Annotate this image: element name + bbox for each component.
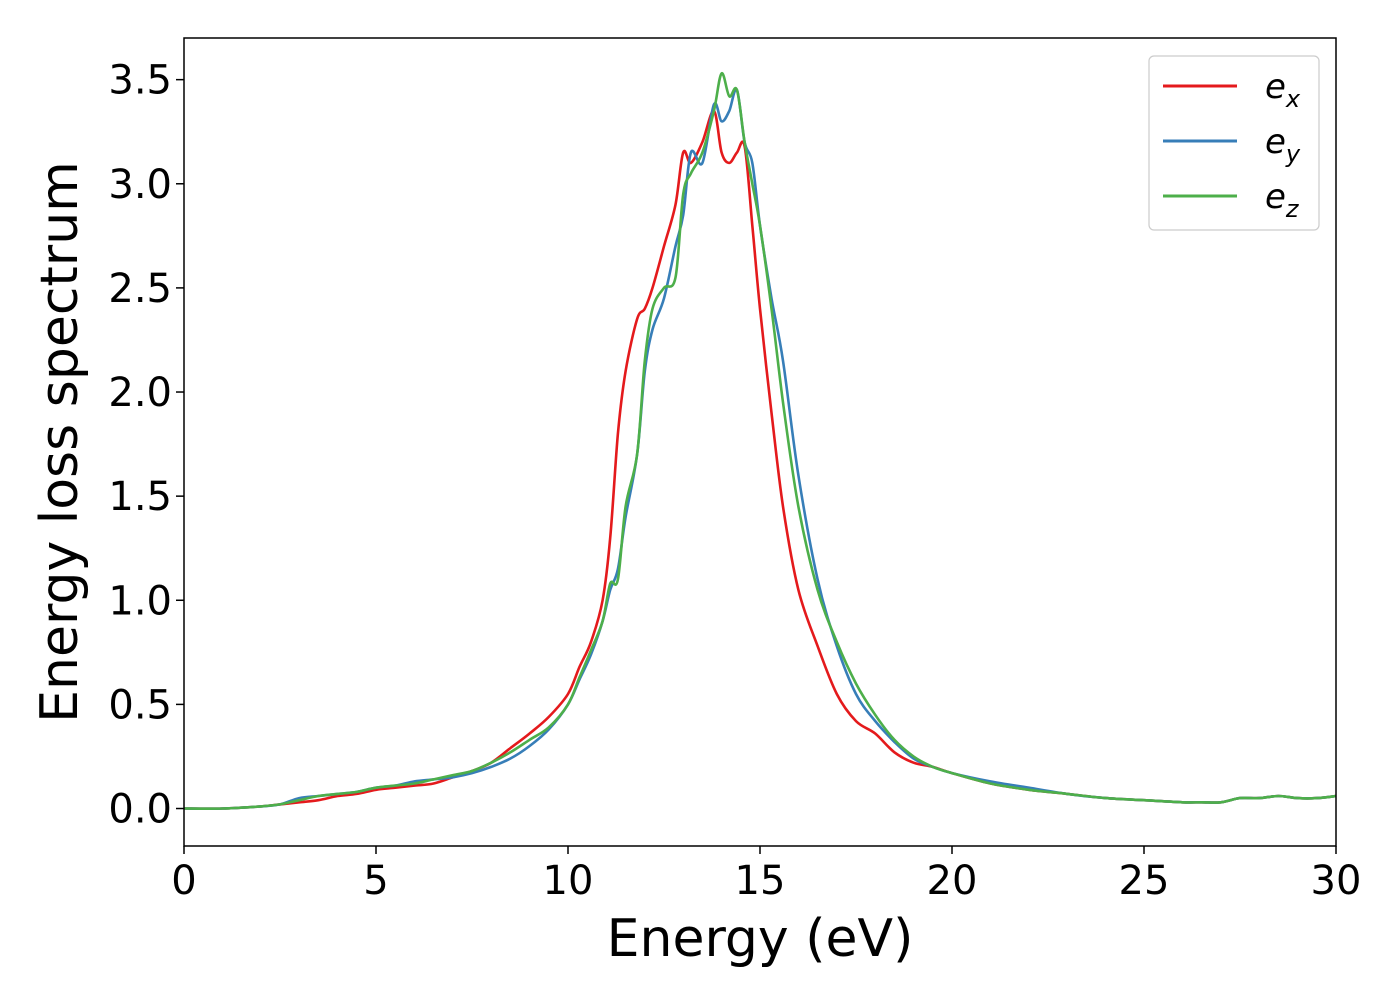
legend: ex ey ez bbox=[1148, 55, 1320, 231]
y-axis-label: Energy loss spectrum bbox=[30, 161, 90, 723]
x-tick-label: 10 bbox=[543, 858, 594, 904]
y-tick-label: 0.0 bbox=[108, 787, 172, 833]
y-tick-label: 1.0 bbox=[108, 578, 172, 624]
legend-box bbox=[1148, 55, 1320, 231]
x-tick-label: 5 bbox=[363, 858, 388, 904]
x-axis: 0 5 10 15 20 25 30 bbox=[171, 846, 1361, 904]
y-tick-label: 0.5 bbox=[108, 682, 172, 728]
legend-label-ex: ex bbox=[1265, 67, 1301, 113]
y-tick-label: 1.5 bbox=[108, 474, 172, 520]
series-line-ez bbox=[184, 72, 1336, 810]
legend-label-ez: ez bbox=[1265, 177, 1300, 223]
y-axis: 0.0 0.5 1.0 1.5 2.0 2.5 3.0 3.5 bbox=[108, 58, 184, 833]
y-tick-label: 2.5 bbox=[108, 266, 172, 312]
legend-label-ey: ey bbox=[1265, 122, 1301, 168]
x-tick-label: 30 bbox=[1311, 858, 1362, 904]
y-tick-label: 3.5 bbox=[108, 58, 172, 104]
x-tick-label: 0 bbox=[171, 858, 196, 904]
x-tick-label: 20 bbox=[927, 858, 978, 904]
x-tick-label: 15 bbox=[735, 858, 786, 904]
y-tick-label: 2.0 bbox=[108, 370, 172, 416]
y-tick-label: 3.0 bbox=[108, 162, 172, 208]
series-layer bbox=[184, 72, 1336, 810]
x-axis-label: Energy (eV) bbox=[607, 909, 914, 969]
x-tick-label: 25 bbox=[1119, 858, 1170, 904]
